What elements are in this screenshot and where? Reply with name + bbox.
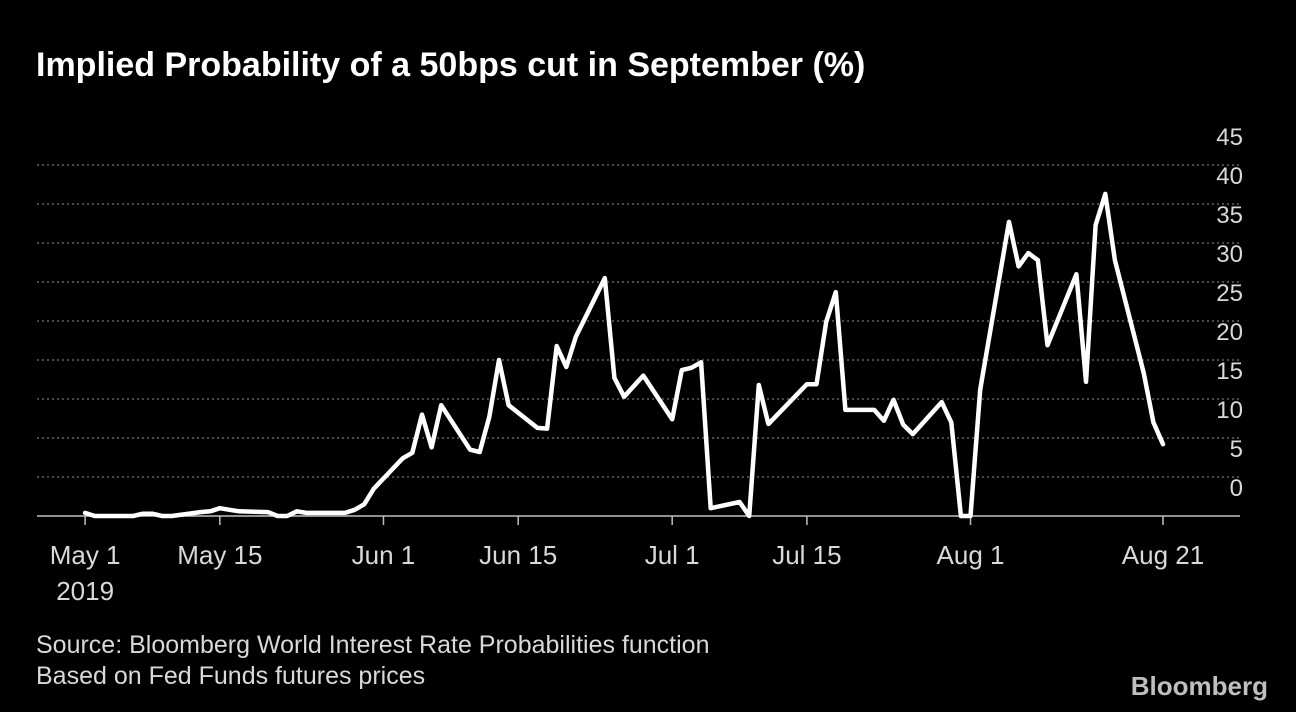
y-tick-label: 10 (1216, 397, 1243, 424)
y-tick-label: 45 (1216, 124, 1243, 151)
x-year-label: 2019 (56, 576, 114, 606)
x-tick-label: Aug 21 (1122, 540, 1204, 570)
brand-logo: Bloomberg (1131, 671, 1268, 701)
x-tick-label: Jul 1 (645, 540, 700, 570)
y-tick-label: 15 (1216, 358, 1243, 385)
y-tick-label: 0 (1230, 475, 1243, 502)
x-tick-label: Aug 1 (937, 540, 1005, 570)
y-tick-label: 35 (1216, 202, 1243, 229)
y-tick-label: 20 (1216, 319, 1243, 346)
y-tick-label: 40 (1216, 163, 1243, 190)
y-tick-label: 25 (1216, 280, 1243, 307)
x-tick-label: Jul 15 (772, 540, 841, 570)
y-tick-label: 30 (1216, 241, 1243, 268)
data-line (82, 191, 1166, 519)
x-tick-label: Jun 1 (352, 540, 416, 570)
x-tick-label: May 15 (177, 540, 262, 570)
source-note: Based on Fed Funds futures prices (36, 662, 425, 690)
x-tick-label: Jun 15 (479, 540, 557, 570)
source-note: Source: Bloomberg World Interest Rate Pr… (36, 631, 710, 659)
y-tick-label: 5 (1230, 436, 1243, 463)
x-tick-label: May 1 (50, 540, 121, 570)
chart-title: Implied Probability of a 50bps cut in Se… (36, 46, 865, 84)
